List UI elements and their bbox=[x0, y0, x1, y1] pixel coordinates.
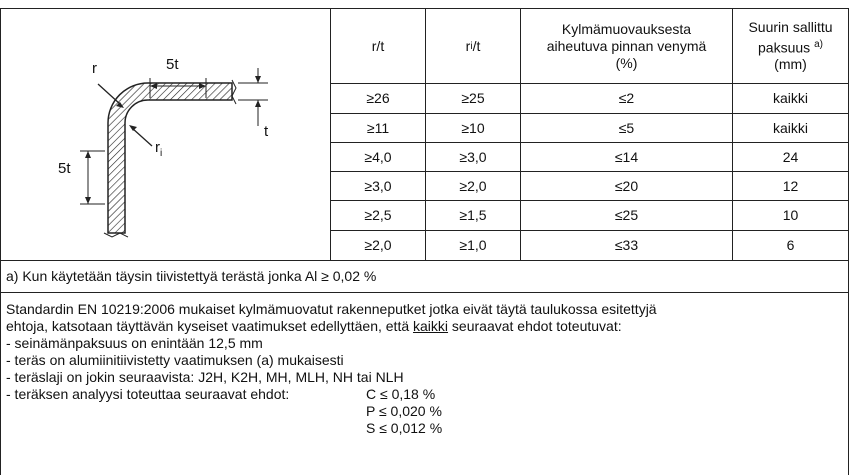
note-line: Standardin EN 10219:2006 mukaiset kylmäm… bbox=[6, 301, 657, 317]
header-line: (%) bbox=[615, 54, 638, 71]
bend-diagram bbox=[80, 68, 268, 238]
cell: ≥1,0 bbox=[459, 237, 487, 253]
cell: ≥11 bbox=[366, 119, 390, 136]
border bbox=[848, 8, 849, 475]
cell: 10 bbox=[782, 207, 799, 223]
header-line: Suurin sallittu bbox=[748, 18, 833, 35]
dim-label: t bbox=[264, 123, 269, 140]
condition: C ≤ 0,18 % bbox=[366, 386, 436, 402]
header-line: (mm) bbox=[774, 56, 807, 73]
arrow bbox=[116, 102, 124, 108]
cell: ≥4,0 bbox=[364, 148, 392, 165]
dim-label: ri bbox=[155, 139, 162, 159]
header-cell: Kylmämuovauksesta aiheutuva pinnan venym… bbox=[521, 9, 732, 83]
cell: kaikki bbox=[772, 119, 808, 136]
cell: ≤33 bbox=[614, 237, 639, 253]
break-line bbox=[231, 79, 237, 105]
dim-label: r bbox=[92, 60, 97, 77]
bent-profile bbox=[107, 82, 233, 234]
cell: 6 bbox=[786, 237, 795, 253]
note-emph: kaikki bbox=[413, 318, 449, 334]
dim-label: 5t bbox=[166, 56, 179, 73]
cell: ≥1,5 bbox=[459, 207, 487, 223]
header-text: /t bbox=[472, 37, 481, 54]
border bbox=[520, 8, 521, 260]
cell: ≥3,0 bbox=[364, 177, 392, 194]
label-text: r bbox=[155, 139, 160, 156]
border bbox=[0, 260, 849, 261]
cell: ≤14 bbox=[614, 148, 639, 165]
border bbox=[330, 142, 848, 143]
border bbox=[330, 8, 331, 260]
header-cell: Suurin sallittu paksuus a) (mm) bbox=[733, 9, 848, 83]
border bbox=[330, 230, 848, 231]
dim-label: 5t bbox=[58, 160, 71, 177]
cell: ≥2,0 bbox=[364, 237, 392, 253]
border bbox=[0, 8, 1, 475]
note-text: seuraavat ehdot toteutuvat: bbox=[448, 318, 622, 334]
border bbox=[0, 8, 849, 9]
note-item: - teräs on alumiinitiivistetty vaatimuks… bbox=[6, 352, 344, 368]
cell: ≤2 bbox=[618, 90, 635, 106]
cell: ≥2,5 bbox=[364, 207, 392, 223]
border bbox=[330, 113, 848, 114]
note-line: ehtoja, katsotaan täyttävän kyseiset vaa… bbox=[6, 318, 622, 335]
cell: ≤5 bbox=[618, 119, 635, 136]
break-line bbox=[103, 232, 129, 238]
header-line: Kylmämuovauksesta bbox=[561, 20, 692, 37]
border bbox=[330, 83, 848, 84]
header-line: paksuus a) bbox=[758, 36, 823, 57]
arrow bbox=[129, 125, 137, 131]
cell: 12 bbox=[782, 177, 799, 194]
border bbox=[0, 292, 849, 293]
cell: ≥26 bbox=[366, 90, 390, 106]
cell: ≥3,0 bbox=[459, 148, 487, 165]
header-line: aiheutuva pinnan venymä bbox=[546, 37, 707, 54]
header-text: paksuus bbox=[758, 39, 811, 56]
header-cell: r/t bbox=[371, 37, 385, 54]
arrow bbox=[255, 76, 261, 107]
cell: ≥25 bbox=[461, 90, 485, 106]
footnote: a) Kun käytetään täysin tiivistettyä ter… bbox=[6, 268, 377, 284]
header-sup: a) bbox=[814, 38, 823, 50]
cell: kaikki bbox=[772, 90, 808, 106]
note-item: - teräksen analyysi toteuttaa seuraavat … bbox=[6, 386, 290, 402]
cell: ≥2,0 bbox=[459, 177, 487, 194]
note-text: ehtoja, katsotaan täyttävän kyseiset vaa… bbox=[6, 318, 414, 334]
header-sub: i bbox=[470, 40, 473, 52]
cell: ≤25 bbox=[614, 207, 639, 223]
label-sub: i bbox=[160, 148, 163, 159]
border bbox=[732, 8, 733, 260]
leader bbox=[97, 83, 121, 105]
cell: ≤20 bbox=[614, 177, 639, 194]
leader bbox=[131, 127, 153, 147]
border bbox=[330, 200, 848, 201]
cell: ≥10 bbox=[461, 119, 485, 136]
note-item: - teräslaji on jokin seuraavista: J2H, K… bbox=[6, 369, 404, 385]
header-text: r bbox=[465, 37, 471, 54]
condition: P ≤ 0,020 % bbox=[366, 403, 442, 419]
header-cell: r i/t bbox=[426, 9, 520, 83]
cell: 24 bbox=[782, 148, 799, 165]
border bbox=[425, 8, 426, 260]
border bbox=[330, 171, 848, 172]
note-item: - seinämänpaksuus on enintään 12,5 mm bbox=[6, 335, 263, 351]
condition: S ≤ 0,012 % bbox=[366, 420, 443, 436]
arrow bbox=[150, 83, 206, 89]
